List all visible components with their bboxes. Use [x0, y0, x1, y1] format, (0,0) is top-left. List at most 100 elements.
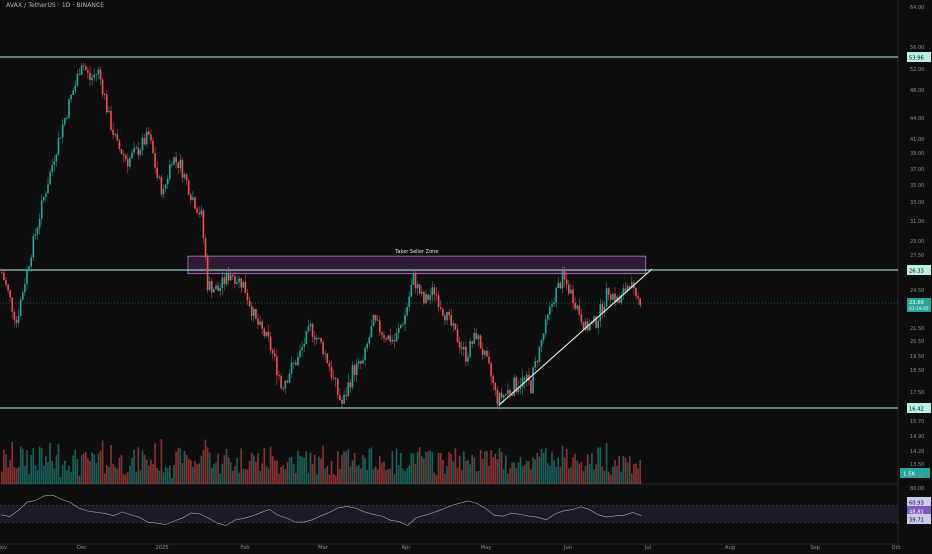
candle-body — [261, 321, 263, 329]
candle-body — [402, 324, 404, 326]
candle-body — [423, 291, 425, 304]
volume-bar — [303, 457, 305, 484]
candle-body — [339, 395, 341, 400]
candle-body — [198, 212, 200, 215]
candle-body — [376, 320, 379, 321]
candle-body — [463, 346, 465, 350]
volume-badge — [900, 468, 930, 478]
volume-bar — [240, 448, 242, 484]
volume-bar — [181, 462, 184, 484]
candle-body — [169, 164, 171, 179]
candle-body — [481, 348, 484, 355]
volume-bar — [620, 471, 623, 484]
volume-bar — [190, 460, 192, 484]
volume-bar — [555, 466, 557, 484]
time-axis-label: Dec — [77, 545, 87, 550]
volume-bar — [368, 448, 371, 484]
candle-body — [389, 335, 392, 342]
countdown-text: 03:19:45 — [909, 306, 929, 312]
volume-bar — [360, 468, 362, 484]
price-axis-label: 13.50 — [910, 462, 924, 468]
volume-bar — [362, 455, 364, 484]
candle-body — [196, 208, 198, 213]
volume-bar — [137, 447, 140, 484]
volume-bar — [68, 465, 70, 484]
candle-body — [511, 393, 513, 396]
volume-bar — [601, 466, 604, 484]
volume-bar — [97, 453, 100, 484]
candle-body — [114, 134, 116, 136]
time-axis[interactable]: Nov Dec 2025 Feb Mar Apr May Jun Jul Aug Sep Oct — [0, 545, 901, 551]
candle-body — [66, 117, 68, 119]
candle-body — [601, 304, 604, 313]
price-axis-label: 27.50 — [910, 253, 924, 259]
volume-bar — [435, 475, 438, 484]
candle-body — [53, 161, 56, 165]
volume-bar — [286, 461, 289, 484]
volume-bar — [463, 451, 465, 484]
volume-bar — [343, 451, 345, 484]
candle-body — [631, 282, 633, 288]
candle-body — [576, 305, 578, 309]
price-axis-label: 64.00 — [910, 5, 924, 11]
candle-body — [232, 274, 234, 277]
volume-bar — [337, 451, 339, 484]
volume-bar — [351, 460, 354, 484]
volume-bar — [328, 474, 331, 484]
candle-body — [36, 227, 39, 235]
candle-body — [553, 302, 555, 305]
candle-body — [626, 285, 629, 292]
volume-bar — [452, 461, 455, 484]
ascending-trendline[interactable] — [498, 268, 653, 406]
candle-body — [368, 337, 371, 344]
volume-bar — [259, 470, 261, 484]
candle-body — [410, 285, 413, 297]
volume-bar — [164, 466, 167, 484]
time-axis-label: Oct — [892, 545, 901, 550]
candle-body — [38, 218, 41, 228]
candle-body — [64, 118, 66, 125]
candle-body — [379, 320, 381, 333]
candle-body — [370, 326, 373, 338]
volume-bar — [624, 457, 627, 484]
volume-bar — [402, 468, 404, 484]
volume-bar — [26, 450, 28, 484]
candle-body — [517, 389, 520, 393]
volume-bar — [404, 470, 406, 484]
volume-bar — [544, 448, 547, 484]
volume-bar — [412, 453, 415, 484]
candle-body — [502, 394, 505, 398]
candle-body — [236, 282, 238, 284]
volume-bar — [332, 474, 335, 484]
volume-bar — [280, 466, 282, 484]
candle-body — [628, 285, 631, 288]
volume-bar — [169, 465, 171, 484]
volume-bar — [299, 455, 301, 484]
candle-body — [530, 380, 532, 394]
volume-bar — [257, 453, 259, 484]
volume-bar — [55, 455, 58, 484]
volume-bar — [320, 458, 322, 484]
price-axis-label: 14.20 — [910, 449, 924, 455]
volume-bar — [523, 464, 526, 484]
candle-body — [30, 257, 32, 267]
candle-body — [404, 315, 406, 325]
candle-body — [211, 281, 213, 293]
volume-bar — [515, 468, 518, 484]
volume-bar — [565, 448, 568, 484]
price-axis-label: 14.90 — [910, 434, 924, 440]
candle-body — [59, 137, 62, 139]
price-axis-label: 24.50 — [910, 288, 924, 294]
candle-body — [578, 305, 581, 315]
volume-bar — [7, 467, 9, 484]
candle-body — [330, 367, 333, 378]
volume-bar — [154, 443, 156, 484]
candle-body — [622, 288, 625, 295]
candle-body — [316, 338, 318, 340]
price-axis[interactable]: 1.5K 64.00 56.00 53.96 52.00 48.00 44.00 41.00 3… — [900, 5, 931, 524]
candle-body — [639, 298, 641, 305]
volume-bar — [221, 463, 224, 484]
rsi-current-text: 48.81 — [909, 510, 924, 516]
volume-bar — [30, 455, 32, 484]
